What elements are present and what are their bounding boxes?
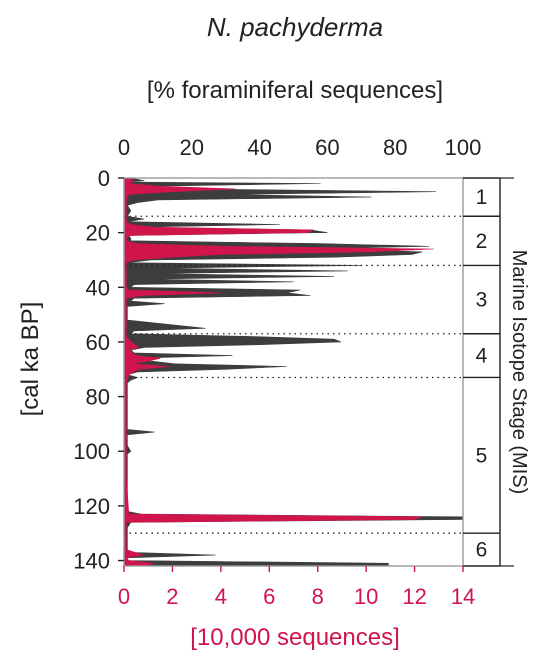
- y-tick-label: 40: [86, 275, 110, 300]
- series-area-2: [123, 177, 434, 567]
- bottom-tick-label: 14: [451, 584, 475, 609]
- series-area-1: [123, 177, 464, 567]
- bottom-tick-label: 4: [215, 584, 227, 609]
- bottom-tick-label: 8: [312, 584, 324, 609]
- top-tick-label: 40: [247, 135, 271, 160]
- top-axis-label: [% foraminiferal sequences]: [147, 77, 443, 104]
- plot-frame: [123, 177, 464, 567]
- top-tick-label: 0: [118, 135, 130, 160]
- mis-stage-label: 1: [476, 186, 488, 209]
- bottom-tick-label: 2: [166, 584, 178, 609]
- mis-stage-label: 4: [476, 345, 488, 368]
- bottom-tick-label: 0: [118, 584, 130, 609]
- mis-stage-label: 6: [476, 539, 488, 562]
- top-tick-label: 80: [383, 135, 407, 160]
- y-tick-label: 120: [73, 494, 110, 519]
- top-tick-label: 60: [315, 135, 339, 160]
- y-tick-label: 140: [73, 549, 110, 574]
- bottom-tick-label: 6: [263, 584, 275, 609]
- y-tick-label: 20: [86, 221, 110, 246]
- mis-stage-label: 3: [476, 289, 488, 312]
- mis-stage-label: 5: [476, 444, 488, 467]
- y-tick-label: 100: [73, 439, 110, 464]
- top-tick-label: 100: [445, 135, 482, 160]
- chart-title: N. pachyderma: [207, 12, 383, 42]
- y-tick-label: 60: [86, 330, 110, 355]
- y-tick-label: 80: [86, 385, 110, 410]
- bottom-tick-label: 10: [354, 584, 378, 609]
- y-tick-label: 0: [98, 166, 110, 191]
- bottom-tick-label: 12: [402, 584, 426, 609]
- top-tick-label: 20: [180, 135, 204, 160]
- mis-stage-label: 2: [476, 230, 488, 253]
- y-axis-label: [cal ka BP]: [17, 302, 44, 417]
- mis-axis-label: Marine Isotope Stage (MIS): [508, 250, 530, 495]
- bottom-axis-label: [10,000 sequences]: [190, 624, 400, 651]
